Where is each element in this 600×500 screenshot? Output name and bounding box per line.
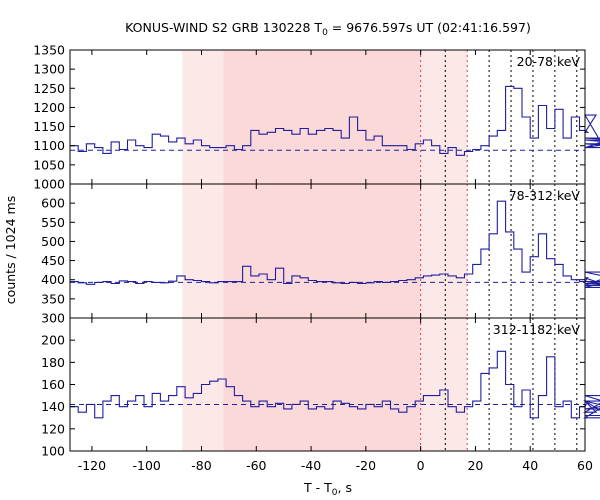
panel-2-ytick-label-4: 450 xyxy=(41,253,65,268)
xtick-label-6: -20 xyxy=(356,458,376,473)
panel-1-shaded-region-2 xyxy=(223,50,421,184)
panel-2: 300 350 400 450 500 550 600 78-312 keV xyxy=(41,183,600,326)
panel-2-ytick-label-6: 550 xyxy=(41,215,65,230)
panel-2-series-line xyxy=(70,200,600,288)
panel-1-ytick-label-2: 1050 xyxy=(33,157,65,172)
panel-1-ytick-label-1: 1000 xyxy=(33,177,65,192)
xtick-label-10: 60 xyxy=(577,458,593,473)
panel-3-shaded-region-3 xyxy=(420,318,468,451)
panel-2-ytick-label-1: 300 xyxy=(41,311,65,326)
panel-1-ytick-label-4: 1150 xyxy=(33,119,65,134)
xtick-label-5: -40 xyxy=(301,458,321,473)
xtick-label-9: 40 xyxy=(522,458,538,473)
panel-2-shaded-region-3 xyxy=(420,184,468,318)
xtick-label-7: 0 xyxy=(417,458,425,473)
panel-1-energy-label: 20-78 keV xyxy=(517,54,581,69)
panel-2-ytick-label-3: 400 xyxy=(41,272,65,287)
xtick-label-2: -100 xyxy=(133,458,161,473)
xtick-label-8: 20 xyxy=(467,458,483,473)
panel-2-ytick-label-5: 500 xyxy=(41,234,65,249)
panel-1-shaded-region-3 xyxy=(420,50,468,184)
panel-1-ytick-label-3: 1100 xyxy=(33,138,65,153)
panel-1-series-line xyxy=(70,85,600,156)
chart-title: KONUS-WIND S2 GRB 130228 T0 = 9676.597s … xyxy=(125,20,531,38)
panel-1-ytick-label-8: 1350 xyxy=(33,43,65,58)
panel-1: 1000 1050 1100 1150 1200 1250 1300 1350 20-78 ke… xyxy=(33,43,600,192)
xtick-label-1: -120 xyxy=(78,458,106,473)
panel-2-ytick-label-7: 600 xyxy=(41,196,65,211)
panel-3: 100 120 140 160 180 200 312-1182 keV xyxy=(41,317,600,459)
panel-1-ytick-label-5: 1200 xyxy=(33,100,65,115)
panel-1-shaded-region-1 xyxy=(182,50,224,184)
panel-3-ytick-label-1: 100 xyxy=(41,444,65,459)
panel-3-ytick-label-5: 180 xyxy=(41,355,65,370)
panel-3-ytick-label-4: 160 xyxy=(41,377,65,392)
panel-2-ytick-label-2: 350 xyxy=(41,291,65,306)
xtick-label-3: -80 xyxy=(191,458,211,473)
panel-2-energy-label: 78-312 keV xyxy=(509,188,581,203)
panel-1-ytick-label-6: 1250 xyxy=(33,81,65,96)
panel-3-ytick-label-3: 140 xyxy=(41,399,65,414)
panel-1-ytick-label-7: 1300 xyxy=(33,62,65,77)
panel-2-shaded-region-1 xyxy=(182,184,224,318)
panel-3-series-line xyxy=(70,350,600,419)
panel-3-energy-label: 312-1182 keV xyxy=(493,322,581,337)
panel-2-shaded-region-2 xyxy=(223,184,421,318)
y-axis-label: counts / 1024 ms xyxy=(3,196,18,304)
panel-3-ytick-label-6: 200 xyxy=(41,333,65,348)
x-axis-label: T - T0, s xyxy=(303,480,352,498)
panel-3-shaded-region-2 xyxy=(223,318,421,451)
xtick-label-4: -60 xyxy=(246,458,266,473)
panel-3-ytick-label-2: 120 xyxy=(41,421,65,436)
